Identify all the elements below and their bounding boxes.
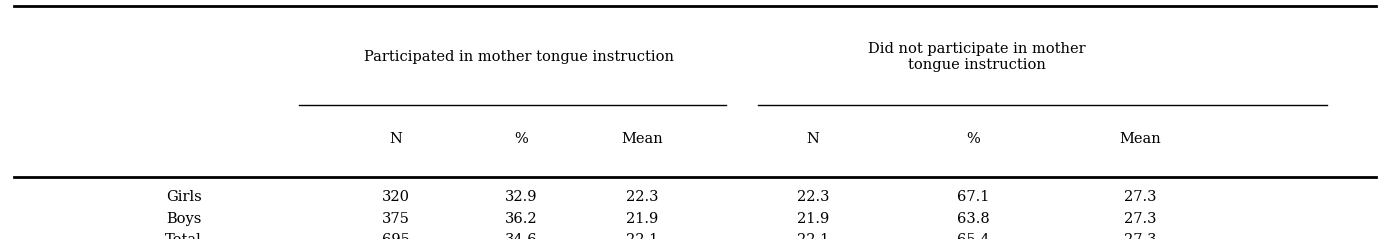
Text: 63.8: 63.8 — [956, 212, 990, 226]
Text: 22.3: 22.3 — [626, 190, 659, 204]
Text: Mean: Mean — [621, 132, 663, 146]
Text: 21.9: 21.9 — [796, 212, 830, 226]
Text: %: % — [514, 132, 528, 146]
Text: Total: Total — [165, 233, 202, 239]
Text: 21.9: 21.9 — [626, 212, 659, 226]
Text: 67.1: 67.1 — [956, 190, 990, 204]
Text: Participated in mother tongue instruction: Participated in mother tongue instructio… — [364, 50, 674, 64]
Text: 27.3: 27.3 — [1123, 233, 1156, 239]
Text: 36.2: 36.2 — [505, 212, 538, 226]
Text: %: % — [966, 132, 980, 146]
Text: 320: 320 — [382, 190, 410, 204]
Text: 34.6: 34.6 — [505, 233, 538, 239]
Text: 32.9: 32.9 — [505, 190, 538, 204]
Text: 22.1: 22.1 — [796, 233, 830, 239]
Text: Boys: Boys — [167, 212, 202, 226]
Text: 375: 375 — [382, 212, 410, 226]
Text: 22.1: 22.1 — [626, 233, 659, 239]
Text: N: N — [389, 132, 403, 146]
Text: 22.3: 22.3 — [796, 190, 830, 204]
Text: N: N — [806, 132, 820, 146]
Text: Mean: Mean — [1119, 132, 1161, 146]
Text: Girls: Girls — [165, 190, 202, 204]
Text: 27.3: 27.3 — [1123, 212, 1156, 226]
Text: Did not participate in mother
tongue instruction: Did not participate in mother tongue ins… — [867, 42, 1086, 72]
Text: 27.3: 27.3 — [1123, 190, 1156, 204]
Text: 695: 695 — [382, 233, 410, 239]
Text: 65.4: 65.4 — [956, 233, 990, 239]
